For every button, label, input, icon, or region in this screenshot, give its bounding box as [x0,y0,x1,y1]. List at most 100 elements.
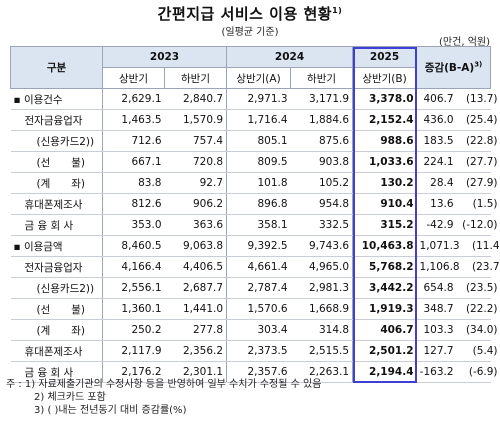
row-label: 휴대폰제조사 [10,340,103,362]
value-cell: 1,360.1 [102,298,165,320]
header-h2-2024: 하반기 [290,67,354,89]
value-cell: 3,171.9 [290,88,354,110]
table-body: ▪ 이용건수 2,629.1 2,840.7 2,971.3 3,171.9 3,378.… [10,88,500,383]
change-value: 654.8 [423,282,454,294]
value-cell: 720.8 [164,151,228,173]
change-rate: (27.9) [465,177,498,189]
value-cell: 101.8 [226,172,291,194]
value-cell: 83.8 [102,172,165,194]
change-value: 127.7 [423,345,454,357]
change-cell: -42.9 (-12.0) [416,214,498,236]
header-h1-2024: 상반기(A) [226,67,292,89]
change-value: 13.6 [430,198,454,210]
value-cell: 2,515.5 [290,340,354,362]
value-cell: 2,263.1 [290,361,354,383]
header-change: 증감(B-A)3) [416,46,492,89]
footnote-3: 3) ( )내는 전년동기 대비 증감률(%) [34,405,187,416]
value-cell: 2,501.2 [352,340,417,362]
value-cell: 2,373.5 [226,340,291,362]
table-row: (신용카드2)) 712.6 757.4 805.1 875.6 988.6 183.5 (2… [10,130,498,152]
header-change-text: 증감(B-A) [424,62,475,74]
footnotes: 주 : 1) 자료제출기관의 수정사항 등을 반영하여 일부 수치가 수정될 수… [6,378,321,417]
value-cell: 250.2 [102,319,165,341]
change-rate: (1.5) [472,198,498,210]
table-row: (계 좌) 83.8 92.7 101.8 105.2 130.2 28.4 (27.9) [10,172,498,194]
value-cell: 1,570.9 [164,109,228,131]
value-cell: 2,301.1 [164,361,228,383]
value-cell: 805.1 [226,130,291,152]
value-cell: 9,063.8 [164,235,228,257]
table-row: 전자금융업자 1,463.5 1,570.9 1,716.4 1,884.6 2,152.… [10,109,498,131]
value-cell: 1,884.6 [290,109,354,131]
value-cell: 2,687.7 [164,277,228,299]
row-label: 전자금융업자 [10,256,103,278]
change-cell: 348.7 (22.2) [416,298,498,320]
value-cell: 3,378.0 [352,88,417,110]
table-row: 전자금융업자 4,166.4 4,406.5 4,661.4 4,965.0 5,768.… [10,256,500,278]
value-cell: 105.2 [290,172,354,194]
change-cell: 103.3 (34.0) [416,319,498,341]
subtitle: (일평균 기준) [221,27,279,38]
value-cell: 315.2 [352,214,417,236]
row-label: (계 좌) [10,319,103,341]
change-value: 1,106.8 [419,261,460,273]
value-cell: 277.8 [164,319,228,341]
header-h2-2023: 하반기 [163,67,228,89]
page-title: 간편지급 서비스 이용 현황1) [0,3,500,24]
value-cell: 2,117.9 [102,340,165,362]
change-value: 224.1 [423,156,454,168]
row-label: (신용카드2)) [10,277,103,299]
value-cell: 988.6 [352,130,417,152]
header-h1-2023: 상반기 [102,67,165,89]
value-cell: 358.1 [226,214,291,236]
footnote-2: 2) 체크카드 포함 [34,392,106,403]
value-cell: 903.8 [290,151,354,173]
change-cell: 224.1 (27.7) [416,151,498,173]
value-cell: 875.6 [290,130,354,152]
value-cell: 812.6 [102,193,165,215]
table-row: 휴대폰제조사 812.6 906.2 896.8 954.8 910.4 13.6 (1.5) [10,193,498,215]
change-cell: 28.4 (27.9) [416,172,498,194]
table-row: (신용카드2)) 2,556.1 2,687.7 2,787.4 2,981.3 3,44… [10,277,498,299]
header-year-2024: 2024 [226,46,354,68]
value-cell: 712.6 [102,130,165,152]
value-cell: 2,357.6 [226,361,291,383]
value-cell: 2,981.3 [290,277,354,299]
table-row: 휴대폰제조사 2,117.9 2,356.2 2,373.5 2,515.5 2,501.… [10,340,498,362]
title-footnote: 1) [332,6,343,15]
value-cell: 92.7 [164,172,228,194]
row-label: (계 좌) [10,172,103,194]
value-cell: 667.1 [102,151,165,173]
change-value: 183.5 [423,135,454,147]
change-rate: (27.7) [465,156,498,168]
change-value: 436.0 [423,114,454,126]
row-label: 금 융 회 사 [10,214,103,236]
table-row: 금 융 회 사 2,176.2 2,301.1 2,357.6 2,263.1 2,194… [10,361,498,383]
change-value: -163.2 [419,366,454,378]
change-rate: (22.8) [465,135,498,147]
row-label: ▪ 이용금액 [10,235,103,257]
value-cell: 4,965.0 [290,256,354,278]
value-cell: 896.8 [226,193,291,215]
change-cell: 183.5 (22.8) [416,130,498,152]
change-rate: (13.7) [465,93,498,105]
header-category: 구분 [10,46,103,89]
value-cell: 2,152.4 [352,109,417,131]
value-cell: 2,556.1 [102,277,165,299]
table-row: ▪ 이용금액 8,460.5 9,063.8 9,392.5 9,743.6 10,463… [10,235,500,257]
change-rate: (5.4) [472,345,498,357]
row-label: 금 융 회 사 [10,361,103,383]
value-cell: 1,033.6 [352,151,417,173]
table-row: (선 불) 667.1 720.8 809.5 903.8 1,033.6 224.1 (27… [10,151,498,173]
value-cell: 809.5 [226,151,291,173]
table-row: (계 좌) 250.2 277.8 303.4 314.8 406.7 103.3 (34.0… [10,319,498,341]
change-value: 1,071.3 [419,240,460,252]
row-label: (선 불) [10,298,103,320]
title-text: 간편지급 서비스 이용 현황 [157,5,333,23]
unit-label: (만건, 억원) [439,37,490,48]
value-cell: 3,442.2 [352,277,417,299]
change-cell: 436.0 (25.4) [416,109,498,131]
value-cell: 910.4 [352,193,417,215]
change-rate: (11.4) [472,240,500,252]
row-label: (선 불) [10,151,103,173]
